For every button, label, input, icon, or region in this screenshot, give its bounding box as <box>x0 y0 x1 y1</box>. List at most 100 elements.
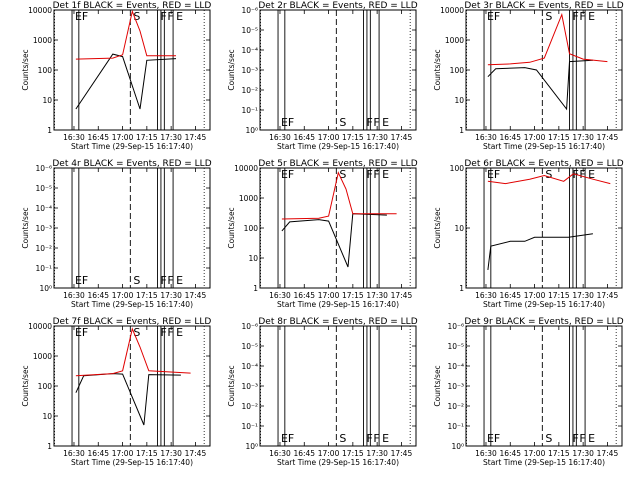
x-tick-label: 17:15 <box>342 291 364 300</box>
x-tick-label: 17:15 <box>342 449 364 458</box>
marker-label: E <box>176 10 183 23</box>
y-tick-label: 10⁻³ <box>241 382 258 391</box>
x-tick-label: 16:30 <box>63 291 85 300</box>
x-tick-label: 17:30 <box>572 449 594 458</box>
marker-label: E <box>382 116 389 129</box>
x-axis-label: Start Time (29-Sep-15 16:17:40) <box>277 142 399 151</box>
y-tick-label: 10 <box>454 96 464 105</box>
marker-label: F <box>167 326 173 339</box>
panel-1: Det 1f BLACK = Events, RED = LLD 1 10 100 10… <box>21 1 211 151</box>
marker-label: E <box>75 274 82 287</box>
y-tick-label: 10⁻¹ <box>241 106 258 115</box>
y-tick-label: 1000 <box>33 352 52 361</box>
x-tick-label: 17:30 <box>160 133 182 142</box>
series-lld <box>281 171 397 220</box>
y-tick-label: 10⁻³ <box>241 66 258 75</box>
series-lld <box>75 327 191 377</box>
panel-title: Det 6r BLACK = Events, RED = LLD <box>464 159 623 169</box>
y-tick-label: 10⁻² <box>241 86 258 95</box>
panel-title: Det 4r BLACK = Events, RED = LLD <box>52 159 211 169</box>
x-tick-label: 17:45 <box>391 449 413 458</box>
panel-7: Det 7f BLACK = Events, RED = LLD 1 10 100 10… <box>21 317 211 467</box>
marker-label: S <box>133 10 140 23</box>
panel-3: Det 3r BLACK = Events, RED = LLD 1 10 100 10… <box>433 1 624 151</box>
x-tick-label: 17:30 <box>160 449 182 458</box>
marker-label: F <box>579 432 585 445</box>
y-axis-label: Counts/sec <box>21 49 30 90</box>
x-tick-label: 17:15 <box>548 291 570 300</box>
marker-label: S <box>545 432 552 445</box>
series-events <box>487 233 593 270</box>
marker-label: F <box>579 168 585 181</box>
panel-title: Det 8r BLACK = Events, RED = LLD <box>258 317 417 327</box>
y-tick-label: 100 <box>450 66 465 75</box>
x-axis-label: Start Time (29-Sep-15 16:17:40) <box>483 300 605 309</box>
x-tick-label: 16:30 <box>269 291 291 300</box>
marker-label: E <box>281 116 288 129</box>
y-axis-label: Counts/sec <box>433 207 442 248</box>
marker-label: S <box>339 432 346 445</box>
x-tick-label: 17:15 <box>548 449 570 458</box>
marker-label: F <box>573 432 579 445</box>
y-axis-label: Counts/sec <box>227 207 236 248</box>
x-tick-label: 16:30 <box>63 449 85 458</box>
y-tick-label: 10⁻³ <box>35 224 52 233</box>
x-tick-label: 16:45 <box>499 449 521 458</box>
marker-label: S <box>133 274 140 287</box>
panel-title: Det 1f BLACK = Events, RED = LLD <box>53 1 212 11</box>
marker-label: F <box>161 326 167 339</box>
x-tick-label: 16:45 <box>293 291 315 300</box>
y-tick-label: 100 <box>244 224 259 233</box>
x-tick-label: 17:45 <box>597 291 619 300</box>
y-tick-label: 10 <box>42 412 52 421</box>
marker-label: F <box>288 432 294 445</box>
x-tick-label: 17:00 <box>524 291 546 300</box>
y-tick-label: 10⁰ <box>245 442 258 451</box>
marker-label: E <box>281 432 288 445</box>
x-tick-label: 17:45 <box>185 291 207 300</box>
y-tick-label: 10⁻¹ <box>35 264 52 273</box>
marker-label: E <box>487 168 494 181</box>
marker-label: E <box>588 10 595 23</box>
y-tick-label: 10⁻³ <box>447 382 464 391</box>
panel-title: Det 3r BLACK = Events, RED = LLD <box>464 1 623 11</box>
panel-4: Det 4r BLACK = Events, RED = LLD 10⁰ 10⁻¹ 1… <box>21 159 212 309</box>
panel-5: Det 5r BLACK = Events, RED = LLD 1 10 100 10… <box>227 159 418 309</box>
marker-label: F <box>494 432 500 445</box>
x-tick-label: 17:15 <box>136 449 158 458</box>
y-tick-label: 10 <box>454 224 464 233</box>
y-tick-label: 10000 <box>440 6 464 15</box>
y-axis-label: Counts/sec <box>433 49 442 90</box>
y-tick-label: 10⁰ <box>451 442 464 451</box>
y-tick-label: 10 <box>42 96 52 105</box>
marker-label: F <box>373 168 379 181</box>
y-tick-label: 100 <box>38 382 53 391</box>
panel-9: Det 9r BLACK = Events, RED = LLD 10⁰ 10⁻¹ 1… <box>433 317 624 467</box>
x-tick-label: 16:45 <box>87 133 109 142</box>
marker-label: F <box>373 432 379 445</box>
x-axis-label: Start Time (29-Sep-15 16:17:40) <box>71 300 193 309</box>
x-tick-label: 17:00 <box>112 133 134 142</box>
x-tick-label: 17:30 <box>366 291 388 300</box>
y-tick-label: 10⁻⁵ <box>241 342 258 351</box>
marker-label: F <box>367 116 373 129</box>
x-tick-label: 17:30 <box>160 291 182 300</box>
y-tick-label: 10 <box>248 254 258 263</box>
panel-title: Det 2r BLACK = Events, RED = LLD <box>258 1 417 11</box>
plot-frame <box>259 9 417 131</box>
marker-label: E <box>176 274 183 287</box>
marker-label: F <box>288 168 294 181</box>
panel-8: Det 8r BLACK = Events, RED = LLD 10⁰ 10⁻¹ 1… <box>227 317 418 467</box>
marker-label: S <box>545 10 552 23</box>
marker-label: E <box>487 432 494 445</box>
y-tick-label: 10⁻⁴ <box>447 362 464 371</box>
marker-label: S <box>339 116 346 129</box>
marker-label: S <box>133 326 140 339</box>
plot-frame <box>53 167 211 289</box>
x-tick-label: 17:15 <box>136 291 158 300</box>
series-lld <box>487 12 608 66</box>
x-tick-label: 17:00 <box>524 449 546 458</box>
y-tick-label: 10000 <box>28 6 52 15</box>
marker-label: E <box>176 326 183 339</box>
y-tick-label: 100 <box>38 66 53 75</box>
